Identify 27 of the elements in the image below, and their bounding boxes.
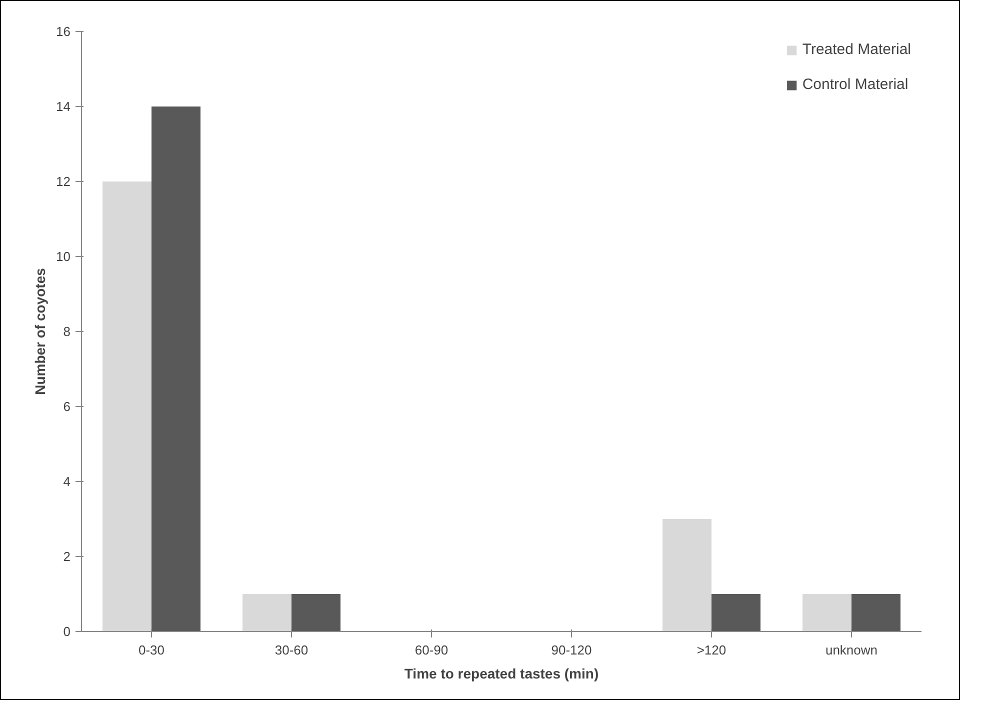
x-tick-label: 0-30 xyxy=(138,642,165,658)
y-tick-label: 2 xyxy=(63,549,71,564)
x-tick-label: 90-120 xyxy=(551,642,592,658)
legend-label: Treated Material xyxy=(802,41,911,58)
x-tick-label: unknown xyxy=(825,642,878,658)
y-tick-label: 4 xyxy=(63,474,71,489)
bar xyxy=(712,594,760,632)
y-axis-title: Number of coyotes xyxy=(32,268,48,395)
bar xyxy=(802,594,852,632)
x-axis-title: Time to repeated tastes (min) xyxy=(404,666,599,682)
bar xyxy=(852,594,900,632)
bar xyxy=(292,594,340,632)
y-tick-label: 6 xyxy=(63,399,71,414)
x-tick-label: 60-90 xyxy=(414,642,448,658)
bar xyxy=(242,594,292,632)
y-tick-label: 0 xyxy=(63,624,71,639)
y-tick-label: 14 xyxy=(56,99,71,114)
y-tick-label: 12 xyxy=(56,174,71,189)
x-tick-label: 30-60 xyxy=(274,642,308,658)
bar xyxy=(662,519,712,632)
bar xyxy=(102,182,152,632)
x-tick-label: >120 xyxy=(696,642,726,658)
y-tick-label: 10 xyxy=(56,249,71,264)
y-tick-label: 16 xyxy=(56,24,71,39)
bar xyxy=(152,106,200,632)
legend-label: Control Material xyxy=(802,76,908,93)
y-tick-label: 8 xyxy=(63,324,71,339)
